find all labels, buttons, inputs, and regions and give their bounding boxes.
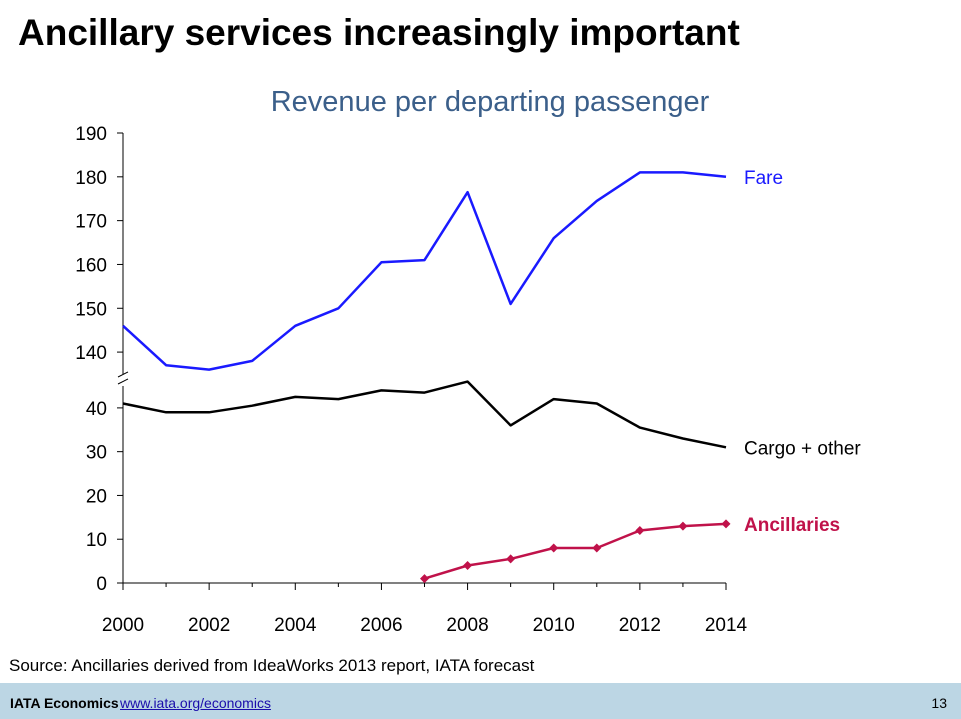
y-tick-label: 160 (75, 255, 107, 276)
y-tick-label: 30 (86, 443, 107, 464)
data-point (506, 554, 516, 564)
data-point (678, 521, 688, 531)
chart-title: Revenue per departing passenger (271, 86, 710, 118)
axis-break-mark (117, 378, 129, 385)
y-tick-label: 170 (75, 212, 107, 233)
footer-brand: IATA Economics (10, 695, 119, 711)
page-number: 13 (931, 695, 947, 711)
revenue-line-chart: Revenue per departing passenger 140 150 160… (75, 86, 861, 636)
series-line-fare (122, 171, 727, 371)
series-label: Cargo + other (744, 438, 861, 459)
y-tick-label: 40 (86, 399, 107, 420)
footer-link[interactable]: www.iata.org/economics (120, 695, 271, 711)
series-label: Fare (744, 168, 783, 189)
x-tick-label: 2012 (619, 615, 661, 636)
data-point (592, 543, 602, 553)
x-tick-label: 2004 (274, 615, 317, 636)
footer-bar: IATA Economics www.iata.org/economics 13 (0, 683, 961, 719)
series-line-cargo-other (122, 380, 727, 449)
data-point (420, 574, 429, 584)
x-tick-label: 2008 (446, 615, 488, 636)
data-point (463, 560, 473, 570)
axis-break-mark (117, 371, 129, 378)
y-tick-label: 190 (75, 124, 107, 145)
x-tick-label: 2006 (360, 615, 402, 636)
x-tick-label: 2010 (533, 615, 575, 636)
x-tick-label: 2002 (188, 615, 230, 636)
data-point (721, 519, 731, 529)
y-tick-label: 0 (96, 574, 107, 595)
x-tick-label: 2014 (705, 615, 748, 636)
series-label: Ancillaries (744, 515, 840, 536)
y-tick-label: 180 (75, 168, 107, 189)
data-point (635, 525, 645, 535)
y-tick-label: 10 (86, 530, 107, 551)
source-note: Source: Ancillaries derived from IdeaWor… (9, 656, 535, 675)
y-tick-label: 20 (86, 486, 107, 507)
x-tick-label: 2000 (102, 615, 144, 636)
slide-title: Ancillary services increasingly importan… (18, 12, 740, 53)
series-line-ancillaries (424, 522, 727, 580)
data-point (549, 543, 559, 553)
y-tick-label: 150 (75, 299, 107, 320)
y-tick-label: 140 (75, 343, 107, 364)
